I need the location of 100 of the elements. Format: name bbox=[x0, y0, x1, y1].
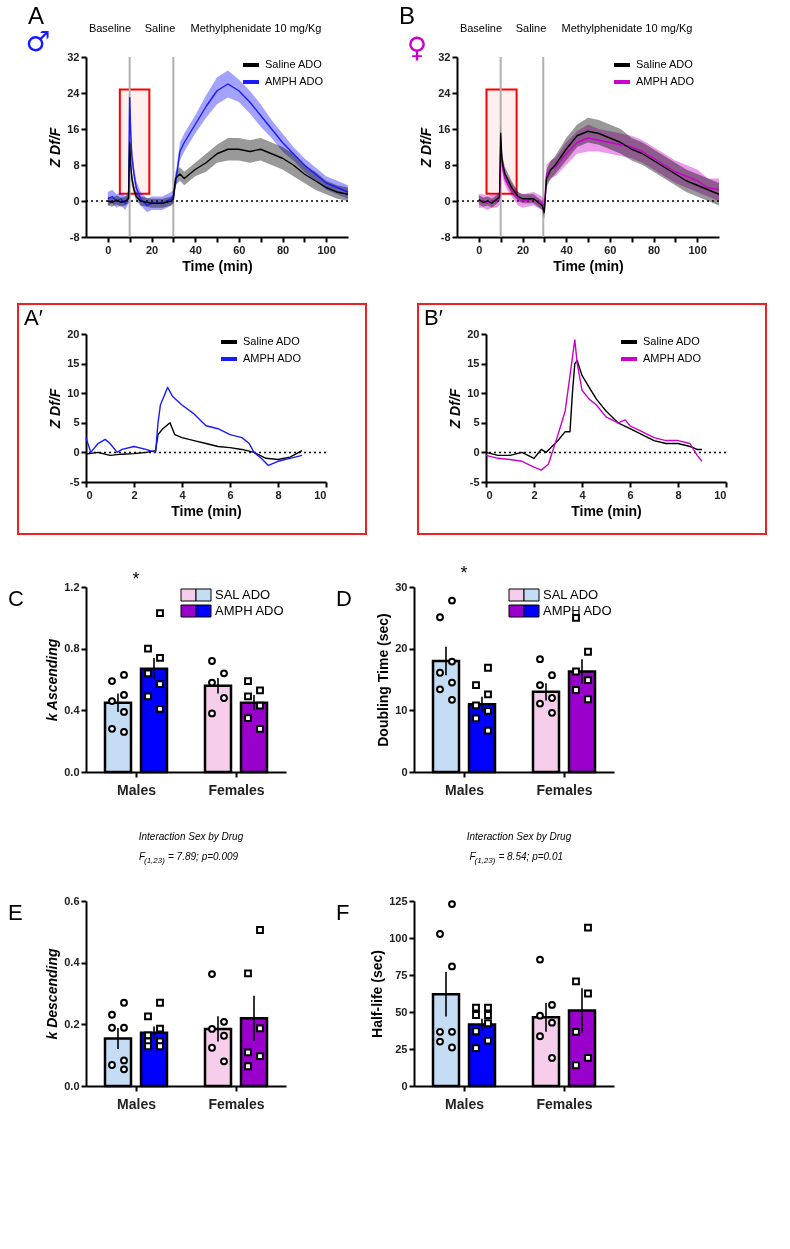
y-tick-label: 8 bbox=[444, 158, 451, 171]
y-tick-label: 10 bbox=[467, 386, 480, 399]
x-tick-label: Males bbox=[445, 1095, 485, 1112]
x-tick-label: 8 bbox=[275, 488, 282, 501]
y-tick-label: 15 bbox=[467, 357, 480, 370]
y-tick-label: 0.4 bbox=[64, 703, 81, 716]
x-axis-title: Time (min) bbox=[571, 502, 642, 519]
y-axis-title: Z Df/F bbox=[47, 127, 64, 169]
y-tick-label: 50 bbox=[395, 1005, 408, 1018]
x-tick-label: 40 bbox=[189, 243, 202, 256]
y-axis-title: k Descending bbox=[44, 948, 61, 1040]
x-tick-label: 2 bbox=[131, 488, 138, 501]
y-tick-label: 8 bbox=[73, 158, 80, 171]
y-tick-label: 0.0 bbox=[64, 765, 80, 778]
legend-label: Saline ADO bbox=[636, 58, 694, 70]
legend-label: AMPH ADO bbox=[636, 75, 695, 87]
text: A′ bbox=[24, 305, 43, 330]
legend-label: Saline ADO bbox=[243, 335, 301, 347]
y-tick-label: 10 bbox=[67, 386, 80, 399]
x-tick-label: Females bbox=[208, 1095, 265, 1112]
y-axis-title: Doubling Time (sec) bbox=[375, 613, 392, 747]
y-tick-label: 24 bbox=[67, 86, 81, 99]
x-tick-label: Females bbox=[536, 1095, 593, 1112]
y-tick-label: 75 bbox=[395, 968, 408, 981]
y-tick-label: 0 bbox=[73, 445, 80, 458]
text: Saline bbox=[515, 22, 547, 34]
y-tick-label: 25 bbox=[395, 1042, 408, 1055]
x-tick-label: 60 bbox=[604, 243, 617, 256]
y-tick-label: 32 bbox=[438, 50, 451, 63]
x-tick-label: 4 bbox=[179, 488, 187, 501]
y-tick-label: 0.4 bbox=[64, 956, 81, 969]
x-tick-label: 0 bbox=[486, 488, 493, 501]
x-tick-label: 100 bbox=[317, 243, 336, 256]
x-tick-label: 0 bbox=[105, 243, 112, 256]
text: Methylphenidate 10 mg/Kg bbox=[561, 22, 693, 34]
legend-label: SAL ADO bbox=[215, 587, 271, 602]
y-tick-label: 0 bbox=[444, 194, 451, 207]
y-tick-label: 100 bbox=[389, 931, 408, 944]
x-tick-label: 80 bbox=[276, 243, 290, 256]
x-axis-title: Time (min) bbox=[553, 257, 624, 274]
legend-label: SAL ADO bbox=[543, 587, 599, 602]
y-tick-label: 20 bbox=[467, 327, 480, 340]
y-tick-label: -5 bbox=[469, 475, 480, 488]
x-tick-label: Males bbox=[445, 781, 485, 798]
y-tick-label: 20 bbox=[67, 327, 80, 340]
x-tick-label: 80 bbox=[647, 243, 661, 256]
text: B bbox=[399, 2, 416, 29]
y-tick-label: 0.0 bbox=[64, 1079, 80, 1092]
legend-label: Saline ADO bbox=[265, 58, 323, 70]
text: Baseline bbox=[88, 22, 132, 34]
x-tick-label: 20 bbox=[145, 243, 159, 256]
x-tick-label: 100 bbox=[688, 243, 707, 256]
legend-label: AMPH ADO bbox=[215, 603, 284, 618]
text: ♀ bbox=[406, 31, 428, 64]
y-axis-title: k Ascending bbox=[44, 638, 61, 722]
x-tick-label: Females bbox=[536, 781, 593, 798]
y-tick-label: 16 bbox=[67, 122, 80, 135]
annotation: * bbox=[132, 569, 140, 589]
text: Interaction Sex by Drug bbox=[138, 831, 244, 842]
x-tick-label: 0 bbox=[86, 488, 93, 501]
text: F bbox=[336, 900, 350, 925]
text: C bbox=[8, 586, 24, 611]
x-tick-label: 6 bbox=[227, 488, 234, 501]
y-tick-label: 125 bbox=[389, 894, 408, 907]
y-tick-label: 0 bbox=[401, 765, 408, 778]
y-tick-label: 0 bbox=[401, 1079, 408, 1092]
text: D bbox=[336, 586, 352, 611]
x-tick-label: Females bbox=[208, 781, 265, 798]
x-axis-title: Time (min) bbox=[171, 502, 242, 519]
y-tick-label: 5 bbox=[73, 416, 80, 429]
legend-label: AMPH ADO bbox=[265, 75, 324, 87]
x-tick-label: 40 bbox=[560, 243, 573, 256]
y-axis-title: Z Df/F bbox=[418, 127, 435, 169]
text: Baseline bbox=[459, 22, 503, 34]
y-tick-label: 24 bbox=[438, 86, 452, 99]
legend-label: AMPH ADO bbox=[643, 352, 702, 364]
text: B′ bbox=[424, 305, 443, 330]
legend-label: AMPH ADO bbox=[543, 603, 612, 618]
y-tick-label: -8 bbox=[440, 230, 451, 243]
y-tick-label: 0.6 bbox=[64, 894, 80, 907]
text: Saline bbox=[144, 22, 176, 34]
y-axis-title: Half-life (sec) bbox=[369, 950, 386, 1038]
x-tick-label: 10 bbox=[314, 488, 327, 501]
y-tick-label: 1.2 bbox=[64, 580, 80, 593]
x-tick-label: Males bbox=[117, 1095, 157, 1112]
x-tick-label: 2 bbox=[531, 488, 538, 501]
text: E bbox=[8, 900, 23, 925]
y-tick-label: -8 bbox=[69, 230, 80, 243]
y-tick-label: 10 bbox=[395, 703, 408, 716]
y-tick-label: 16 bbox=[438, 122, 451, 135]
text: Methylphenidate 10 mg/Kg bbox=[190, 22, 322, 34]
text: * bbox=[460, 563, 468, 583]
y-tick-label: 0.2 bbox=[64, 1017, 80, 1030]
x-tick-label: 10 bbox=[714, 488, 727, 501]
y-tick-label: 30 bbox=[395, 580, 408, 593]
y-tick-label: -5 bbox=[69, 475, 80, 488]
y-tick-label: 0 bbox=[73, 194, 80, 207]
y-tick-label: 15 bbox=[67, 357, 80, 370]
legend-label: AMPH ADO bbox=[243, 352, 302, 364]
text: Interaction Sex by Drug bbox=[466, 831, 572, 842]
